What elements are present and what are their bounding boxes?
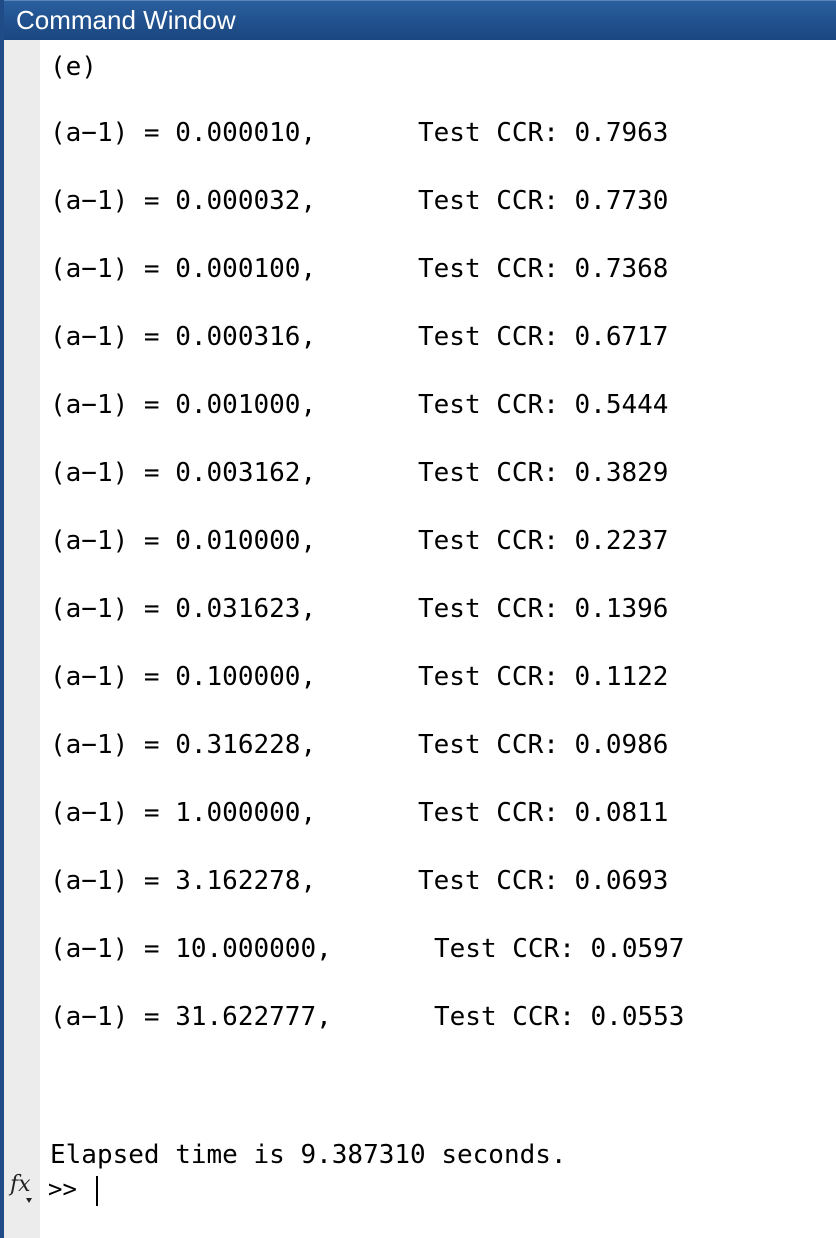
window-left-edge	[0, 0, 4, 1238]
row-param: (a−1) = 0.000010,	[50, 118, 317, 148]
row-test-ccr: Test CCR: 0.7368	[418, 254, 669, 284]
row-test-ccr: Test CCR: 0.0693	[418, 866, 669, 896]
row-param: (a−1) = 0.000100,	[50, 254, 317, 284]
row-test-ccr: Test CCR: 0.0811	[418, 798, 669, 828]
row-test-ccr: Test CCR: 0.7963	[418, 118, 669, 148]
console-gutter	[4, 40, 40, 1238]
row-param: (a−1) = 0.001000,	[50, 390, 317, 420]
row-test-ccr: Test CCR: 0.6717	[418, 322, 669, 352]
row-param: (a−1) = 10.000000,	[50, 934, 332, 964]
row-param: (a−1) = 0.000316,	[50, 322, 317, 352]
row-test-ccr: Test CCR: 0.2237	[418, 526, 669, 556]
window-title: Command Window	[16, 5, 236, 35]
row-test-ccr: Test CCR: 0.1122	[418, 662, 669, 692]
row-param: (a−1) = 31.622777,	[50, 1002, 332, 1032]
row-test-ccr: Test CCR: 0.1396	[418, 594, 669, 624]
title-bar[interactable]: Command Window	[4, 0, 836, 40]
row-param: (a−1) = 0.100000,	[50, 662, 317, 692]
row-param: (a−1) = 0.000032,	[50, 186, 317, 216]
row-test-ccr: Test CCR: 0.0553	[434, 1002, 685, 1032]
row-test-ccr: Test CCR: 0.7730	[418, 186, 669, 216]
row-param: (a−1) = 3.162278,	[50, 866, 317, 896]
text-caret	[96, 1176, 98, 1206]
command-prompt[interactable]: >>	[48, 1175, 77, 1203]
row-param: (a−1) = 0.316228,	[50, 730, 317, 760]
row-test-ccr: Test CCR: 0.0986	[418, 730, 669, 760]
row-test-ccr: Test CCR: 0.5444	[418, 390, 669, 420]
section-label: (e)	[50, 52, 97, 82]
row-param: (a−1) = 0.031623,	[50, 594, 317, 624]
fx-icon[interactable]: fx	[10, 1172, 31, 1197]
row-param: (a−1) = 1.000000,	[50, 798, 317, 828]
elapsed-time-text: Elapsed time is 9.387310 seconds.	[50, 1140, 567, 1170]
row-test-ccr: Test CCR: 0.3829	[418, 458, 669, 488]
row-param: (a−1) = 0.003162,	[50, 458, 317, 488]
row-test-ccr: Test CCR: 0.0597	[434, 934, 685, 964]
console-output[interactable]: (e) (a−1) = 0.000010, Test CCR: 0.7963 (a−…	[40, 40, 836, 1238]
fx-dropdown-arrow-icon[interactable]	[26, 1198, 32, 1203]
row-param: (a−1) = 0.010000,	[50, 526, 317, 556]
